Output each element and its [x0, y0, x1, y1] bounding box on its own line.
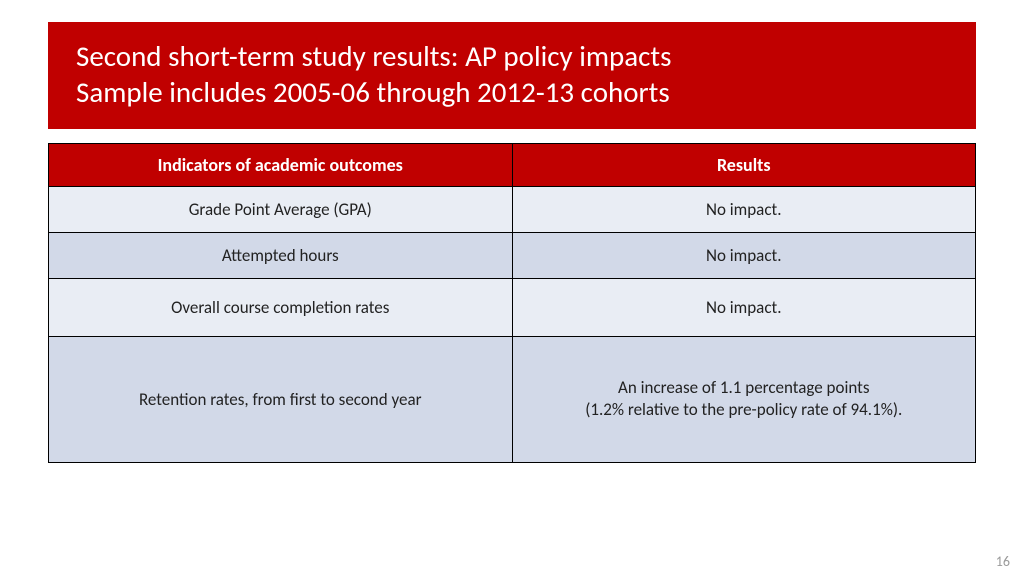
- page-number: 16: [996, 553, 1010, 570]
- table-row: Retention rates, from first to second ye…: [49, 336, 976, 463]
- title-banner: Second short-term study results: AP poli…: [48, 22, 976, 129]
- result-cell: No impact.: [512, 278, 976, 336]
- table-row: Grade Point Average (GPA)No impact.: [49, 186, 976, 232]
- indicator-cell: Retention rates, from first to second ye…: [49, 336, 513, 463]
- title-line-2: Sample includes 2005-06 through 2012-13 …: [76, 74, 948, 110]
- title-line-1: Second short-term study results: AP poli…: [76, 38, 948, 74]
- indicator-cell: Grade Point Average (GPA): [49, 186, 513, 232]
- result-cell: An increase of 1.1 percentage points(1.2…: [512, 336, 976, 463]
- slide: Second short-term study results: AP poli…: [0, 0, 1024, 576]
- table-header-row: Indicators of academic outcomes Results: [49, 143, 976, 186]
- indicator-cell: Attempted hours: [49, 232, 513, 278]
- table-row: Overall course completion ratesNo impact…: [49, 278, 976, 336]
- result-line: (1.2% relative to the pre-policy rate of…: [521, 399, 968, 422]
- result-line: An increase of 1.1 percentage points: [521, 377, 968, 400]
- col-header-indicators: Indicators of academic outcomes: [49, 143, 513, 186]
- results-table: Indicators of academic outcomes Results …: [48, 143, 976, 464]
- result-cell: No impact.: [512, 232, 976, 278]
- results-table-container: Indicators of academic outcomes Results …: [48, 143, 976, 464]
- col-header-results: Results: [512, 143, 976, 186]
- indicator-cell: Overall course completion rates: [49, 278, 513, 336]
- result-cell: No impact.: [512, 186, 976, 232]
- table-row: Attempted hoursNo impact.: [49, 232, 976, 278]
